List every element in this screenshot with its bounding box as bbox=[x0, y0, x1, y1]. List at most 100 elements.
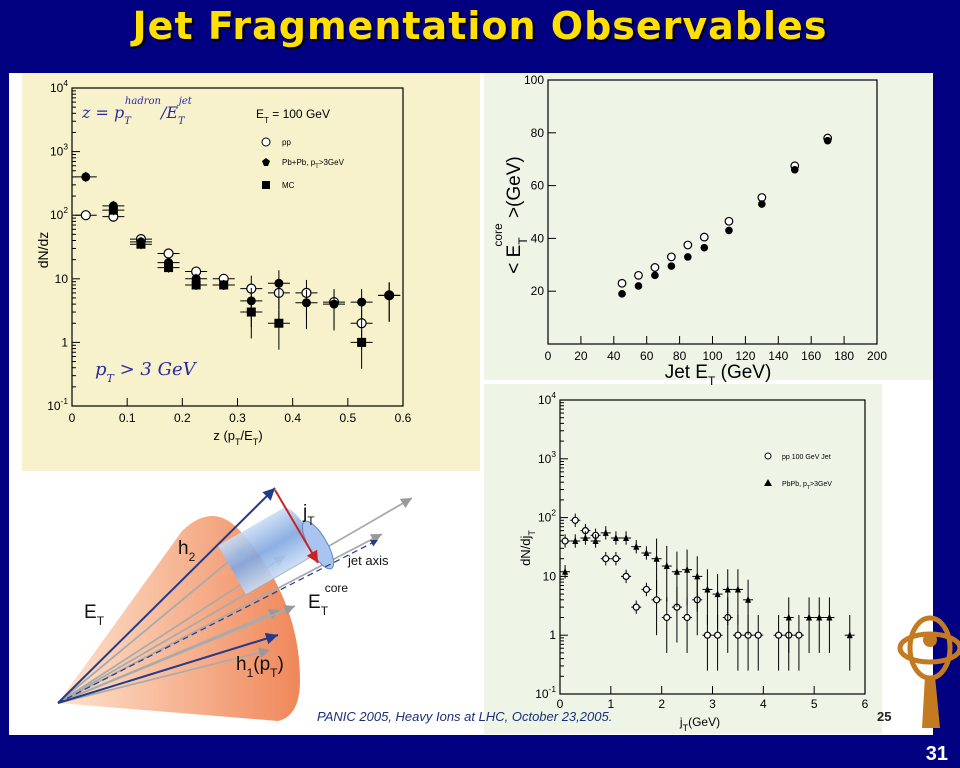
data-point-star bbox=[572, 536, 579, 544]
data-point-filled bbox=[684, 253, 692, 261]
core-cylinder bbox=[218, 507, 314, 595]
data-point-square bbox=[246, 307, 256, 317]
chart3-legend: pp 100 GeV Jet PbPb, pT>3GeV bbox=[764, 452, 832, 491]
data-point-open bbox=[666, 252, 676, 262]
data-point-filled bbox=[758, 200, 766, 208]
data-point-filled bbox=[634, 282, 643, 290]
data-point-filled bbox=[618, 290, 626, 298]
data-point-star bbox=[734, 585, 741, 593]
x-tick-label: 0.4 bbox=[284, 411, 301, 425]
data-point-star bbox=[623, 533, 630, 541]
data-point-filled bbox=[667, 262, 676, 270]
data-point-open bbox=[757, 193, 767, 202]
y-tick-label: 80 bbox=[531, 126, 545, 140]
x-tick-label: 1 bbox=[607, 697, 614, 711]
data-point-filled bbox=[329, 299, 339, 309]
chart2-points bbox=[617, 133, 833, 298]
legend-pp100-marker bbox=[764, 452, 772, 460]
legend-pbpb-marker bbox=[262, 158, 270, 166]
data-point-star bbox=[816, 613, 823, 621]
data-point-square bbox=[274, 318, 284, 328]
data-point-open bbox=[622, 572, 630, 581]
data-point-open bbox=[80, 210, 91, 221]
legend-pbpb-star-label: PbPb, pT>3GeV bbox=[782, 481, 832, 491]
data-point-filled bbox=[700, 243, 709, 252]
y-tick-label: 20 bbox=[531, 284, 545, 298]
data-point-star bbox=[663, 562, 670, 570]
data-point-open bbox=[642, 585, 651, 594]
data-point-star bbox=[592, 536, 599, 544]
data-point-star bbox=[694, 572, 701, 580]
label-et: ET bbox=[84, 602, 105, 628]
data-point-star bbox=[582, 533, 589, 541]
data-point-star bbox=[562, 567, 569, 575]
chart3-xlabel: jT(GeV) bbox=[679, 715, 720, 733]
chart1-et-label: ET = 100 GeV bbox=[256, 107, 330, 125]
data-point-star bbox=[704, 585, 711, 593]
legend-mc-marker bbox=[262, 181, 270, 189]
x-tick-label: 0 bbox=[545, 349, 552, 363]
chart1-ylabel: dN/dz bbox=[35, 232, 51, 269]
data-point-open bbox=[617, 278, 627, 288]
x-tick-label: 80 bbox=[673, 349, 687, 363]
x-tick-label: 200 bbox=[867, 349, 887, 363]
chart1-points bbox=[74, 171, 401, 369]
data-point-star bbox=[643, 549, 650, 557]
y-tick-label: 60 bbox=[531, 179, 545, 193]
panel-zdist-bg bbox=[22, 73, 480, 471]
h1-arrow bbox=[57, 632, 279, 704]
x-tick-label: 0 bbox=[557, 697, 564, 711]
data-point-filled bbox=[274, 278, 284, 288]
x-tick-label: 0.1 bbox=[119, 411, 136, 425]
x-tick-label: 0.2 bbox=[174, 411, 191, 425]
data-point-star bbox=[633, 542, 640, 550]
data-point-open bbox=[632, 603, 640, 611]
data-point-open bbox=[724, 216, 734, 226]
data-point-open bbox=[652, 596, 661, 604]
data-point-open bbox=[754, 631, 762, 639]
h2-arrow bbox=[57, 487, 276, 704]
data-point-square bbox=[191, 280, 201, 290]
chart3-ylabel: dN/djT bbox=[518, 530, 537, 566]
data-point-square bbox=[219, 280, 229, 290]
chart2-ticks: 0 20 40 60 80 100 120 140 160 180 200 20 40 60 80 100 bbox=[524, 73, 887, 363]
y-tick-label: 10 bbox=[543, 569, 557, 583]
data-point-open bbox=[650, 263, 660, 272]
data-point-filled bbox=[301, 298, 311, 308]
data-point-filled bbox=[357, 297, 367, 307]
source-slide-number: 25 bbox=[877, 709, 892, 724]
y-tick-label: 100 bbox=[524, 73, 544, 87]
x-tick-label: 160 bbox=[801, 349, 821, 363]
data-point-square bbox=[164, 263, 174, 273]
data-point-square bbox=[108, 205, 118, 215]
data-point-open bbox=[683, 613, 691, 622]
experiment-logo bbox=[897, 615, 960, 728]
x-tick-label: 140 bbox=[768, 349, 788, 363]
y-tick-label: 1 bbox=[61, 335, 68, 349]
data-point-open bbox=[663, 613, 671, 622]
data-point-open bbox=[683, 240, 693, 250]
x-tick-label: 60 bbox=[640, 349, 654, 363]
data-point-open bbox=[612, 555, 620, 563]
data-point-star bbox=[714, 590, 721, 598]
x-tick-label: 0.3 bbox=[229, 411, 246, 425]
data-point-filled bbox=[725, 226, 733, 235]
x-tick-label: 180 bbox=[834, 349, 854, 363]
y-tick-label: 10 bbox=[55, 272, 69, 286]
data-point-star bbox=[653, 554, 660, 562]
data-point-star bbox=[673, 567, 680, 575]
data-point-star bbox=[602, 528, 609, 536]
x-tick-label: 0.6 bbox=[395, 411, 412, 425]
data-point-open bbox=[602, 555, 610, 563]
data-point-filled bbox=[823, 136, 832, 145]
panel-etcore-bg bbox=[484, 73, 933, 380]
data-point-open bbox=[163, 248, 174, 259]
data-point-star bbox=[745, 595, 752, 603]
x-tick-label: 40 bbox=[607, 349, 621, 363]
x-tick-label: 100 bbox=[702, 349, 722, 363]
data-point-open bbox=[703, 631, 712, 639]
data-point-square bbox=[136, 239, 146, 249]
data-point-filled bbox=[384, 290, 394, 300]
slide-title: Jet Fragmentation Observables bbox=[132, 4, 828, 48]
